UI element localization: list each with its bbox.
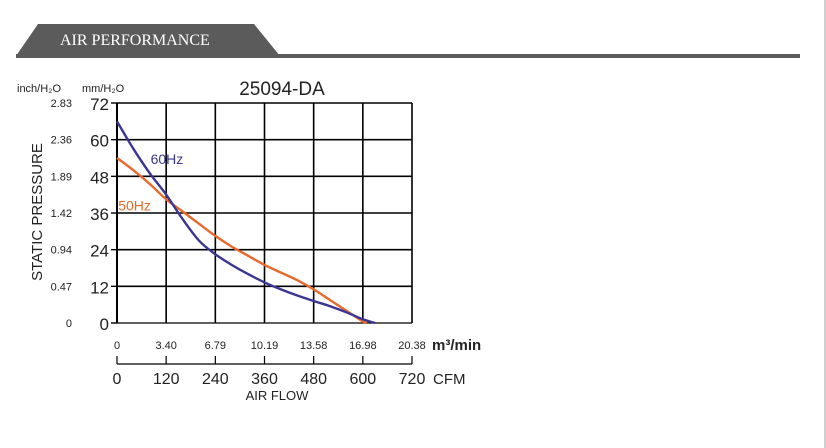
y-tick-label-mm: 12 xyxy=(90,278,109,297)
y-tick-label-inch: 2.36 xyxy=(51,135,72,147)
y-tick-label-inch: 1.42 xyxy=(51,208,72,220)
section-title: AIR PERFORMANCE xyxy=(60,32,210,49)
y-tick-label-mm: 0 xyxy=(100,315,109,334)
series-label-60hz: 60Hz xyxy=(151,151,184,167)
y-tick-label-mm: 24 xyxy=(90,242,109,261)
x-tick-label-m3min: 0 xyxy=(114,340,120,352)
x-tick-label-m3min: 10.19 xyxy=(251,340,279,352)
right-axis-unit: mm/H₂O xyxy=(82,83,125,95)
left-axis-unit: inch/H₂O xyxy=(17,83,61,95)
x-tick-label-m3min: 20.38 xyxy=(398,340,426,352)
y-tick-label-inch: 0.94 xyxy=(51,245,72,257)
x-unit-bottom: CFM xyxy=(433,371,466,388)
series-label-50hz: 50Hz xyxy=(118,198,151,214)
x-tick-label-cfm: 360 xyxy=(251,371,278,388)
y-tick-label-mm: 72 xyxy=(90,95,109,114)
x-tick-label-cfm: 240 xyxy=(202,371,229,388)
section-tab xyxy=(16,24,280,56)
section-rule xyxy=(16,54,800,58)
y-tick-label-mm: 48 xyxy=(90,168,109,187)
y-tick-label-inch: 1.89 xyxy=(51,171,72,183)
x-tick-label-m3min: 6.79 xyxy=(205,340,226,352)
section-header-bar: AIR PERFORMANCE xyxy=(16,24,800,58)
series-line-60hz xyxy=(115,120,376,325)
y-tick-label-mm: 60 xyxy=(90,132,109,151)
x-tick-label-m3min: 3.40 xyxy=(155,340,176,352)
series-line-50hz xyxy=(116,157,368,325)
x-tick-label-cfm: 720 xyxy=(399,371,426,388)
x-tick-label-cfm: 600 xyxy=(349,371,376,388)
x-tick-label-m3min: 13.58 xyxy=(300,340,328,352)
x-tick-label-cfm: 120 xyxy=(153,371,180,388)
y-tick-label-inch: 0.47 xyxy=(51,281,72,293)
y-axis-label: STATIC PRESSURE xyxy=(29,143,46,281)
right-edge-divider xyxy=(824,0,826,448)
x-tick-label-cfm: 480 xyxy=(300,371,327,388)
x-tick-label-m3min: 16.98 xyxy=(349,340,377,352)
y-tick-label-mm: 36 xyxy=(90,205,109,224)
x-tick-label-cfm: 0 xyxy=(113,371,122,388)
x-axis-label: AIR FLOW xyxy=(246,388,310,403)
x-unit-top: m³/min xyxy=(432,337,481,354)
chart-title: 25094-DA xyxy=(239,79,325,100)
y-tick-label-inch: 2.83 xyxy=(51,98,72,110)
y-tick-label-inch: 0 xyxy=(66,318,72,330)
